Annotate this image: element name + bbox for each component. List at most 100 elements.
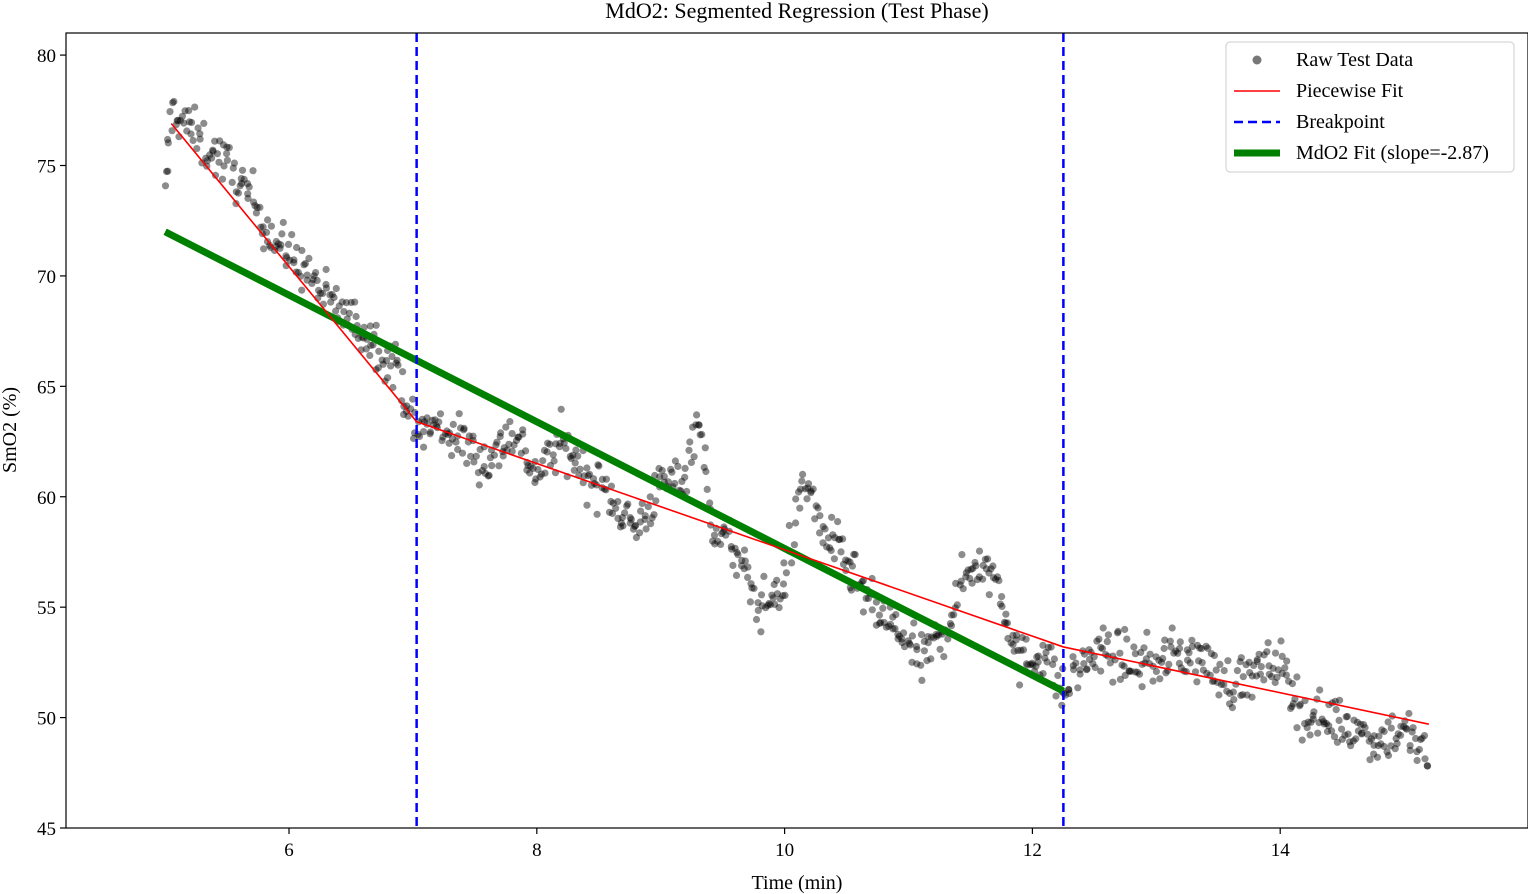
data-point	[194, 124, 202, 132]
data-point	[779, 592, 787, 600]
data-point	[798, 477, 806, 485]
data-point	[1239, 673, 1247, 681]
data-point	[992, 575, 1000, 583]
data-point	[917, 661, 925, 669]
data-point	[698, 430, 706, 439]
data-point	[1000, 618, 1009, 627]
data-point	[648, 514, 656, 522]
data-point	[594, 461, 602, 469]
data-point	[920, 647, 929, 655]
data-point	[1242, 661, 1250, 669]
data-point	[989, 574, 998, 582]
data-point	[636, 518, 644, 526]
data-point	[455, 410, 463, 418]
data-point	[557, 405, 565, 413]
data-point	[882, 623, 891, 631]
data-point	[452, 438, 460, 446]
data-point	[831, 534, 839, 542]
data-point	[1118, 661, 1126, 669]
data-point	[1203, 669, 1211, 677]
data-point	[1397, 731, 1405, 739]
data-point	[1239, 691, 1247, 699]
data-point	[208, 154, 216, 162]
data-point	[906, 641, 914, 649]
data-point	[211, 137, 219, 145]
data-point	[303, 276, 311, 284]
legend-label-piecewise: Piecewise Fit	[1296, 80, 1404, 102]
data-point	[1120, 662, 1128, 670]
fit-lines	[163, 33, 1430, 828]
data-point	[1104, 631, 1112, 639]
data-point	[816, 529, 824, 537]
data-point	[968, 579, 976, 587]
data-point	[1091, 663, 1099, 672]
data-point	[1043, 658, 1051, 666]
data-point	[934, 631, 943, 639]
data-point	[539, 457, 547, 465]
data-point	[842, 556, 850, 564]
data-point	[546, 440, 554, 448]
data-point	[1125, 667, 1133, 675]
data-point	[1263, 648, 1271, 656]
data-point	[1285, 677, 1293, 685]
data-point	[508, 430, 516, 438]
data-point	[290, 259, 298, 267]
data-point	[804, 480, 813, 488]
data-point	[394, 361, 402, 369]
data-point	[1230, 696, 1238, 704]
data-point	[1233, 667, 1241, 675]
data-point	[627, 515, 635, 524]
data-point	[278, 230, 286, 238]
data-point	[933, 632, 941, 640]
data-point	[727, 543, 735, 551]
data-point	[428, 416, 436, 424]
data-point	[1370, 732, 1378, 740]
data-point	[286, 256, 294, 264]
data-point	[821, 525, 829, 533]
data-point	[448, 435, 456, 443]
data-point	[1277, 637, 1285, 645]
data-point	[1406, 746, 1414, 755]
data-point	[1215, 691, 1223, 699]
data-point	[595, 462, 603, 470]
data-point	[322, 280, 330, 289]
data-point	[1236, 658, 1244, 666]
data-point	[655, 464, 663, 473]
data-point	[1125, 667, 1133, 675]
data-point	[877, 618, 885, 627]
data-point	[1183, 646, 1191, 654]
data-point	[1402, 724, 1410, 732]
data-point	[1012, 631, 1021, 639]
data-point	[388, 352, 396, 361]
data-point	[872, 621, 881, 629]
data-point	[170, 97, 178, 106]
data-point	[389, 383, 397, 392]
data-point	[290, 256, 298, 264]
data-point	[293, 243, 301, 252]
data-point	[1022, 635, 1030, 643]
data-point	[834, 518, 842, 526]
data-point	[1198, 659, 1206, 667]
data-point	[607, 482, 616, 490]
data-point	[689, 423, 697, 431]
data-point	[829, 531, 837, 539]
data-point	[962, 573, 970, 581]
data-point	[1271, 649, 1280, 657]
data-point	[499, 452, 507, 460]
data-point	[706, 499, 714, 507]
data-point	[282, 252, 290, 260]
data-point	[1291, 695, 1299, 703]
data-point	[1253, 657, 1261, 666]
data-point	[598, 475, 607, 483]
data-point	[189, 136, 197, 145]
data-point	[1320, 718, 1328, 726]
data-point	[566, 452, 574, 460]
data-point	[1014, 646, 1022, 655]
data-point	[998, 602, 1006, 611]
data-point	[1392, 734, 1400, 743]
data-point	[605, 508, 614, 516]
data-point	[524, 462, 532, 470]
data-point	[632, 521, 640, 530]
data-point	[729, 561, 737, 570]
data-point	[1156, 675, 1164, 683]
